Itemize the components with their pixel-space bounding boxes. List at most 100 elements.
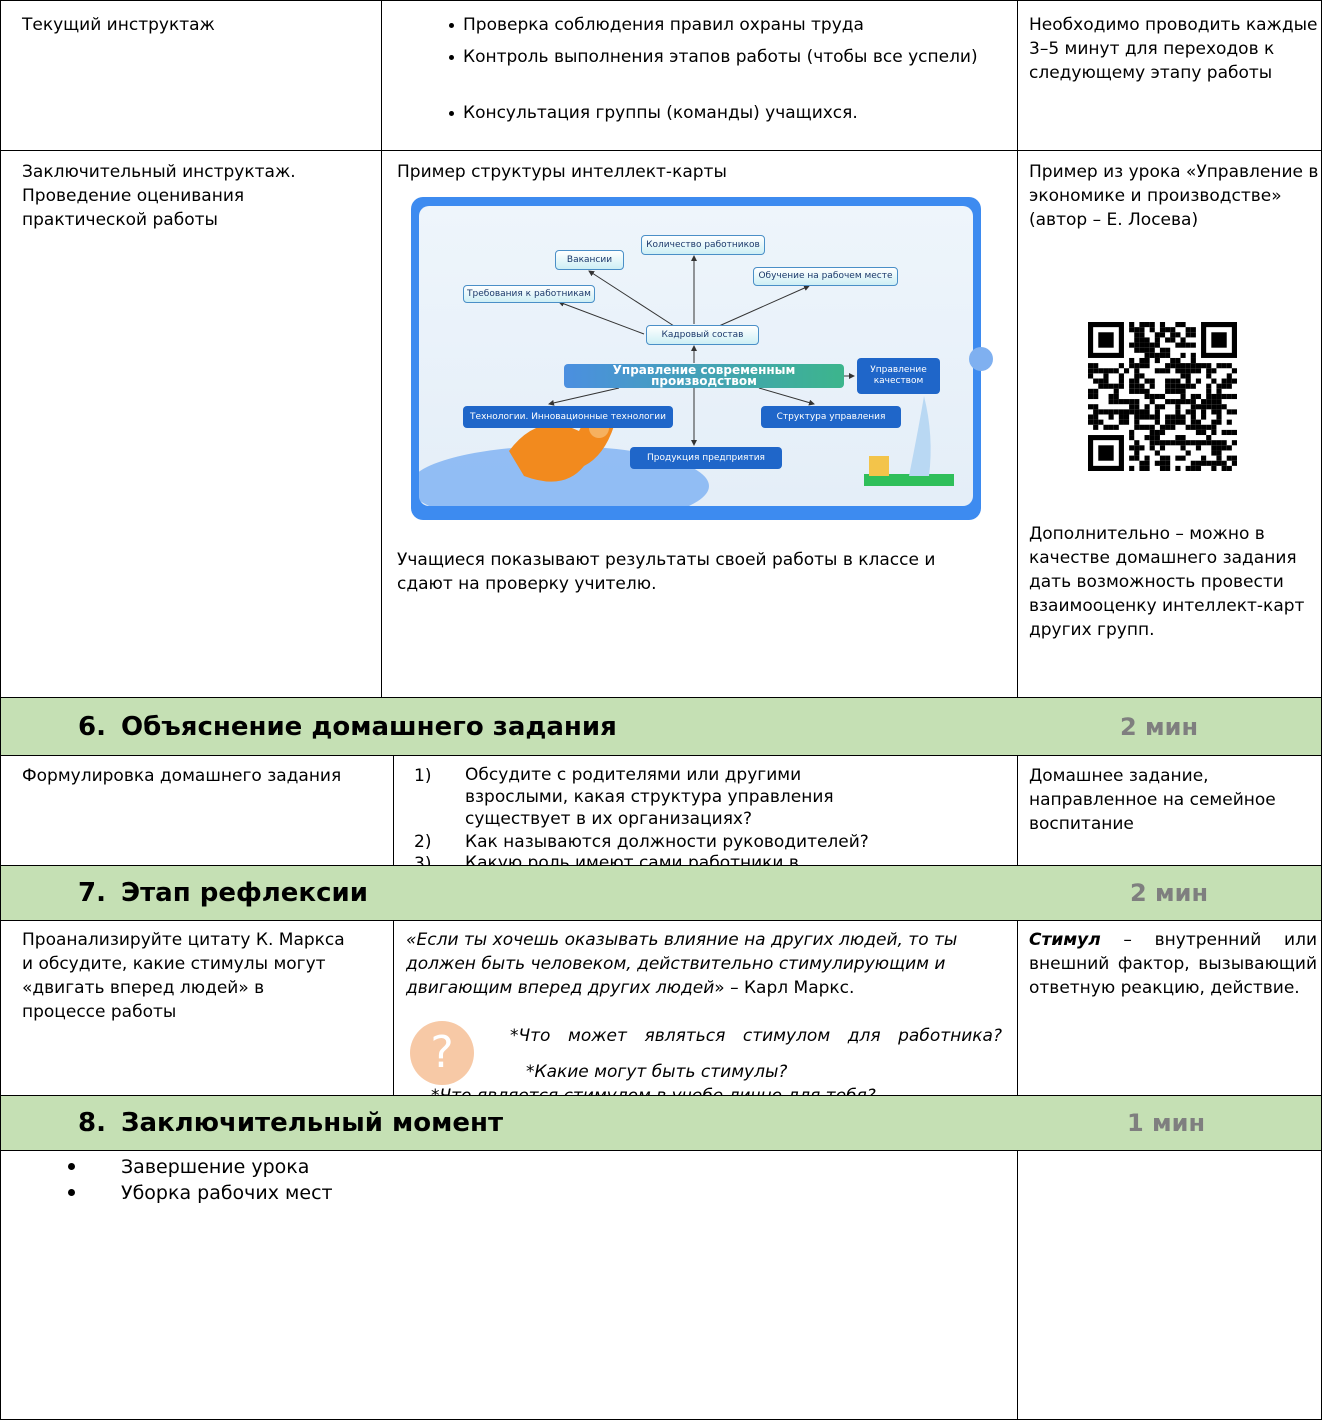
qr-module [1211, 465, 1217, 471]
qr-module [1231, 368, 1237, 374]
stage-text: Текущий инструктаж [22, 15, 215, 35]
qr-module [1201, 414, 1207, 420]
qr-module [1170, 383, 1176, 389]
qr-module [1123, 368, 1130, 374]
qr-module [1206, 424, 1212, 430]
qr-module [1108, 414, 1114, 420]
qr-module [1195, 378, 1202, 384]
qr-module [1134, 327, 1140, 333]
qr-module [1175, 383, 1181, 389]
qr-module [1144, 357, 1150, 364]
qr-module [1195, 424, 1202, 430]
qr-module [1221, 460, 1227, 466]
qr-module [1139, 373, 1145, 379]
qr-module [1149, 352, 1155, 358]
qr-module [1129, 404, 1135, 410]
qr-module [1149, 383, 1155, 389]
mind-map-canvas: Количество работников Вакансии Обучение … [419, 206, 973, 506]
qr-module [1165, 327, 1171, 333]
qr-module [1195, 465, 1202, 471]
qr-module [1108, 383, 1114, 389]
qr-module [1226, 429, 1232, 436]
qr-module [1185, 332, 1191, 338]
qr-module [1113, 399, 1119, 405]
qr-module [1154, 404, 1160, 410]
qr-module [1134, 419, 1140, 425]
qr-module [1139, 322, 1145, 328]
qr-module [1088, 373, 1094, 379]
qr-module [1129, 378, 1135, 384]
qr-module [1226, 455, 1232, 461]
qr-module [1175, 378, 1181, 384]
qr-module [1093, 404, 1099, 410]
qr-module [1175, 342, 1181, 348]
qr-module [1206, 399, 1212, 405]
qr-module [1129, 435, 1135, 441]
qr-module [1154, 393, 1160, 400]
quote-text: «Если ты хочешь оказывать влияние на дру… [406, 930, 958, 998]
qr-module [1175, 465, 1181, 471]
qr-module [1154, 409, 1160, 415]
qr-module [1113, 409, 1119, 415]
qr-module [1134, 373, 1140, 379]
qr-module [1154, 429, 1160, 436]
stage-text: Формулировка домашнего задания [22, 766, 342, 786]
qr-module [1154, 419, 1160, 425]
qr-module [1211, 368, 1217, 374]
qr-module [1118, 419, 1124, 425]
section-title: Заключительный момент [121, 1108, 504, 1138]
qr-module [1149, 414, 1155, 420]
qr-module [1216, 440, 1222, 446]
qr-module [1221, 383, 1227, 389]
qr-module [1206, 404, 1212, 410]
qr-module [1154, 337, 1160, 343]
qr-module [1216, 383, 1222, 389]
qr-module [1170, 424, 1176, 430]
qr-module [1216, 404, 1222, 410]
qr-module [1159, 440, 1166, 446]
qr-module [1129, 357, 1135, 364]
mind-map-center: Управление современным производством [564, 364, 844, 388]
qr-module [1159, 352, 1166, 358]
qr-module [1159, 404, 1166, 410]
qr-module [1190, 357, 1196, 364]
qr-module [1144, 337, 1150, 343]
qr-module [1149, 378, 1155, 384]
qr-module [1088, 363, 1094, 369]
qr-module [1144, 424, 1150, 430]
qr-module [1139, 342, 1145, 348]
qr-module [1201, 429, 1207, 436]
qr-module [1180, 383, 1186, 389]
qr-module [1211, 429, 1217, 436]
qr-module [1144, 465, 1150, 471]
qr-module [1139, 445, 1145, 451]
quote-author: » – Карл Маркс. [714, 978, 855, 998]
qr-module [1175, 363, 1181, 369]
question: *Какие могут быть стимулы? [526, 1062, 788, 1082]
qr-module [1118, 363, 1124, 369]
term: Стимул [1029, 930, 1101, 950]
qr-module [1108, 399, 1114, 405]
quote: «Если ты хочешь оказывать влияние на дру… [406, 928, 1011, 1000]
qr-code [1088, 322, 1237, 471]
qr-module [1154, 414, 1160, 420]
qr-module [1175, 414, 1181, 420]
qr-module [1170, 414, 1176, 420]
qr-module [1098, 332, 1114, 348]
qr-module [1129, 399, 1135, 405]
section-title: Этап рефлексии [121, 878, 368, 908]
qr-module [1144, 322, 1150, 328]
qr-module [1093, 424, 1099, 430]
qr-module [1154, 460, 1160, 466]
qr-module [1149, 424, 1155, 430]
qr-module [1201, 404, 1207, 410]
qr-module [1103, 373, 1109, 379]
qr-module [1129, 388, 1135, 394]
qr-module [1226, 363, 1232, 369]
qr-module [1180, 440, 1186, 446]
stage-text: Проанализируйте цитату К. Маркса и обсуд… [22, 930, 345, 1022]
qr-module [1211, 399, 1217, 405]
qr-module [1149, 429, 1155, 436]
definition: Стимул – внутренний или внешний фактор, … [1029, 928, 1317, 1000]
qr-module [1098, 445, 1114, 461]
